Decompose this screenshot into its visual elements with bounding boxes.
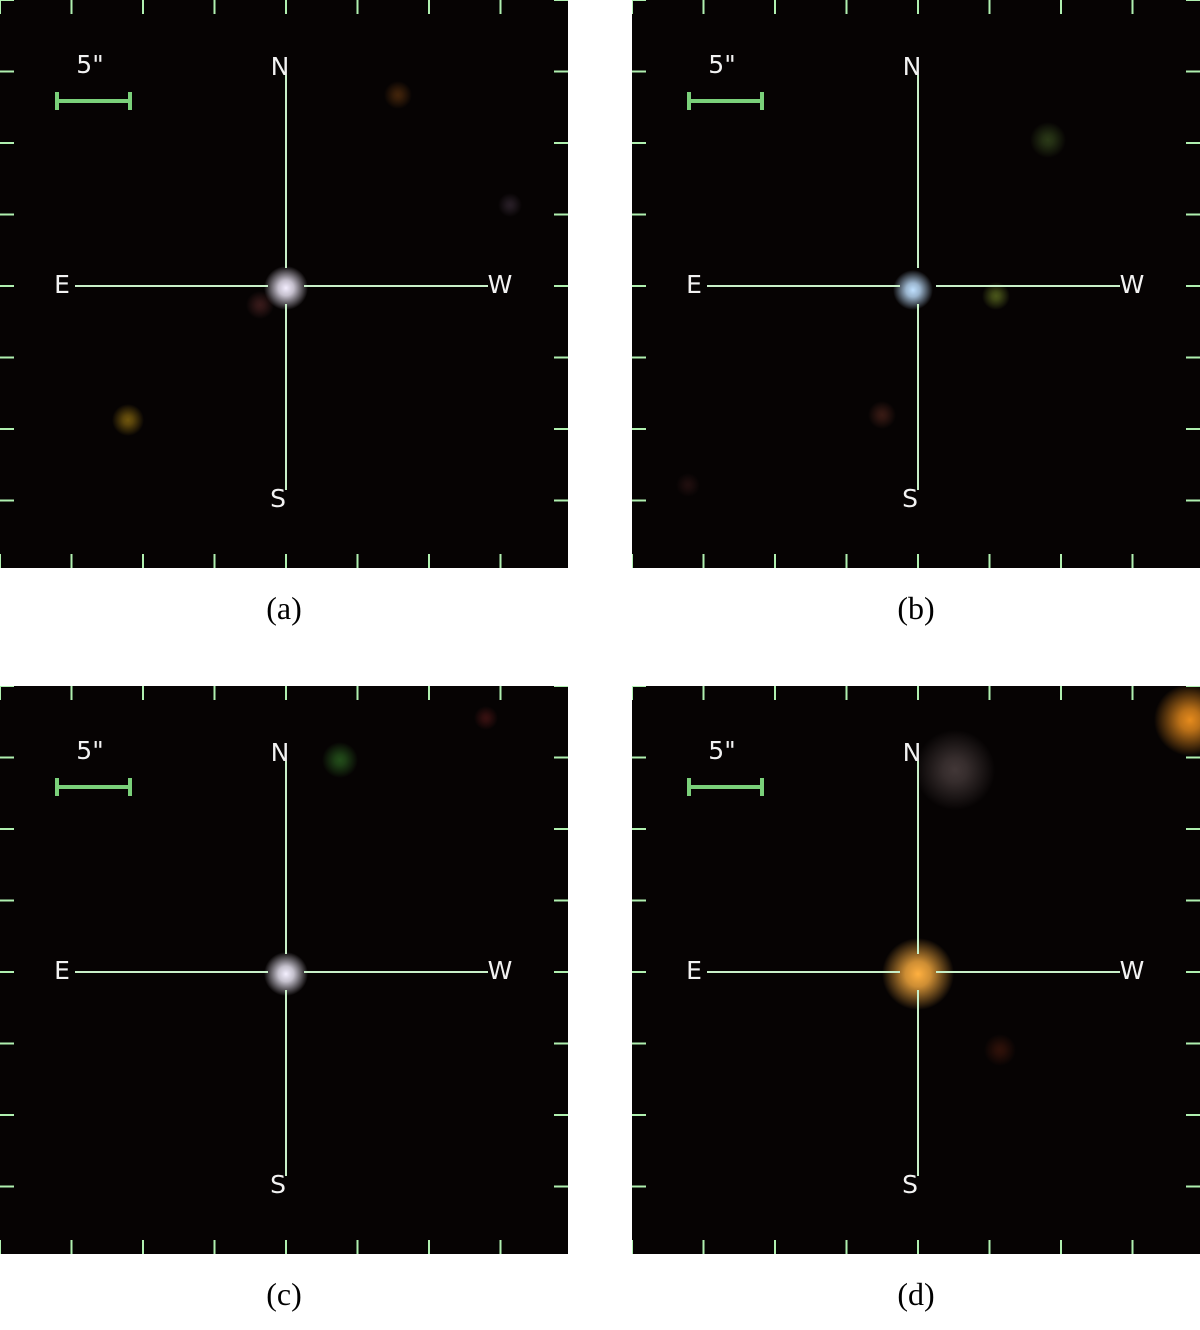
west-label: W: [1120, 956, 1145, 985]
source: [676, 473, 700, 497]
source: [246, 291, 274, 319]
east-label: E: [54, 270, 70, 299]
east-label: E: [54, 956, 70, 985]
source: [474, 706, 498, 730]
west-label: W: [1120, 270, 1145, 299]
west-label: W: [488, 956, 513, 985]
source: [264, 266, 308, 310]
source: [893, 270, 933, 310]
north-label: N: [271, 52, 290, 81]
source: [264, 952, 308, 996]
sky-image: 5" N S E W: [632, 0, 1200, 568]
source: [984, 1034, 1016, 1066]
north-label: N: [271, 738, 290, 767]
scale-label: 5": [76, 50, 103, 79]
south-label: S: [902, 1170, 918, 1199]
sky-image: 5" N S E W: [632, 686, 1200, 1254]
caption: (c): [266, 1276, 302, 1312]
west-label: W: [488, 270, 513, 299]
source: [1154, 686, 1200, 756]
south-label: S: [902, 484, 918, 513]
east-label: E: [686, 956, 702, 985]
source: [384, 81, 412, 109]
caption: (a): [266, 590, 302, 626]
east-label: E: [686, 270, 702, 299]
caption: (b): [897, 590, 935, 626]
source: [322, 742, 358, 778]
caption: (d): [897, 1276, 935, 1312]
source: [1030, 122, 1066, 158]
north-label: N: [903, 52, 922, 81]
south-label: S: [270, 1170, 286, 1199]
sky-image: 5" N S E W: [0, 0, 568, 568]
source: [982, 282, 1010, 310]
scale-label: 5": [708, 736, 735, 765]
scale-label: 5": [708, 50, 735, 79]
source: [915, 730, 995, 810]
source: [112, 404, 144, 436]
source: [882, 938, 954, 1010]
scale-label: 5": [76, 736, 103, 765]
source: [498, 193, 522, 217]
north-label: N: [903, 738, 922, 767]
sky-image: 5" N S E W: [0, 686, 568, 1254]
south-label: S: [270, 484, 286, 513]
source: [868, 401, 896, 429]
